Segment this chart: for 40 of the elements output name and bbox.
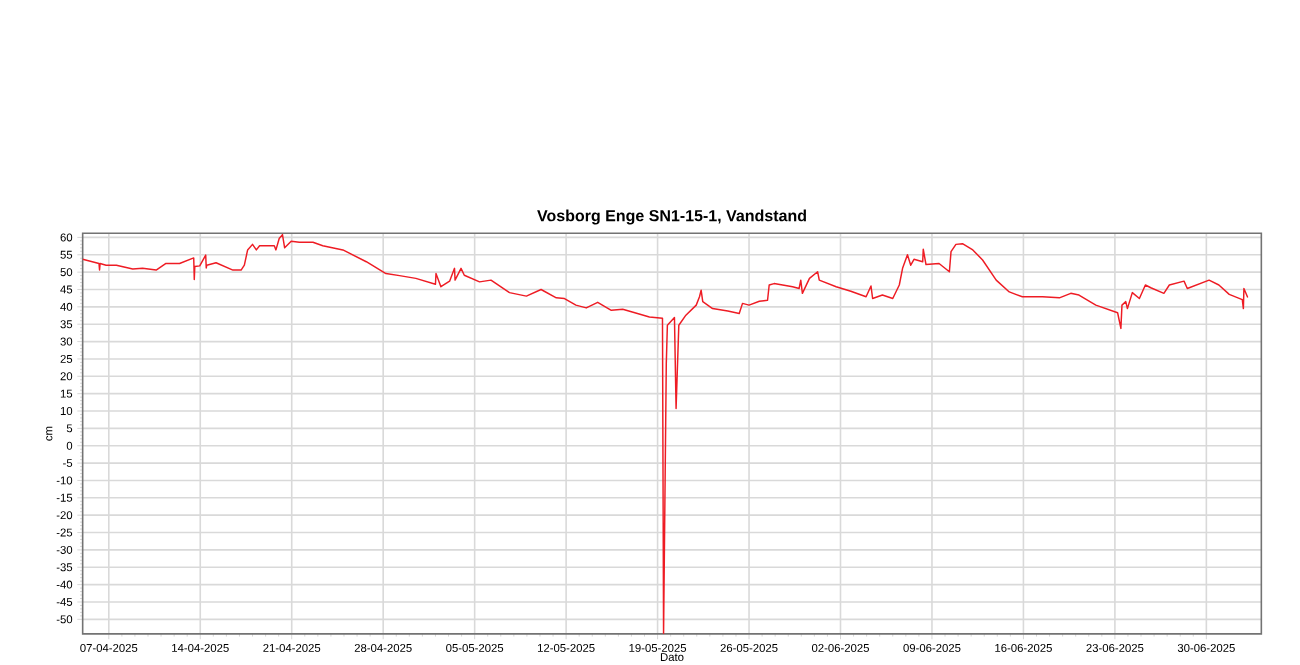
x-tick-label: 21-04-2025 (263, 643, 321, 652)
y-tick-label: 5 (66, 424, 73, 433)
y-tick-label: 35 (60, 319, 73, 328)
y-tick-label: -50 (56, 615, 73, 624)
x-tick-label: 09-06-2025 (903, 643, 961, 652)
x-tick-label: 30-06-2025 (1177, 643, 1235, 652)
x-tick-label: 05-05-2025 (446, 643, 504, 652)
y-tick-label: 45 (60, 285, 73, 294)
y-tick-label: -45 (56, 597, 73, 606)
y-tick-label: 55 (60, 250, 73, 259)
y-tick-label: 50 (60, 267, 73, 276)
y-tick-label: -15 (56, 493, 73, 502)
x-axis-title: Dato (660, 652, 684, 661)
y-tick-label: 30 (60, 337, 73, 346)
y-tick-label: 10 (60, 406, 73, 415)
y-tick-label: 60 (60, 233, 73, 242)
x-tick-label: 12-05-2025 (537, 643, 595, 652)
y-tick-label: -5 (63, 458, 73, 467)
x-tick-label: 23-06-2025 (1086, 643, 1144, 652)
y-tick-label: -35 (56, 563, 73, 572)
y-tick-label: -30 (56, 545, 73, 554)
y-tick-label: 0 (66, 441, 73, 450)
x-tick-label: 19-05-2025 (629, 643, 687, 652)
x-tick-label: 07-04-2025 (80, 643, 138, 652)
y-tick-label: -10 (56, 476, 73, 485)
chart-title: Vosborg Enge SN1-15-1, Vandstand (537, 209, 806, 225)
x-tick-label: 26-05-2025 (720, 643, 778, 652)
y-tick-label: 40 (60, 302, 73, 311)
y-tick-label: -40 (56, 580, 73, 589)
line-series (82, 233, 1249, 634)
y-axis-title: cm (46, 426, 53, 441)
x-tick-label: 28-04-2025 (354, 643, 412, 652)
y-tick-label: 15 (60, 389, 73, 398)
y-tick-label: 20 (60, 372, 73, 381)
x-tick-label: 02-06-2025 (811, 643, 870, 652)
y-tick-label: -20 (56, 510, 73, 519)
x-tick-label: 16-06-2025 (995, 643, 1052, 652)
y-tick-label: -25 (56, 528, 73, 537)
x-tick-label: 14-04-2025 (172, 643, 229, 652)
y-tick-label: 25 (60, 354, 73, 363)
